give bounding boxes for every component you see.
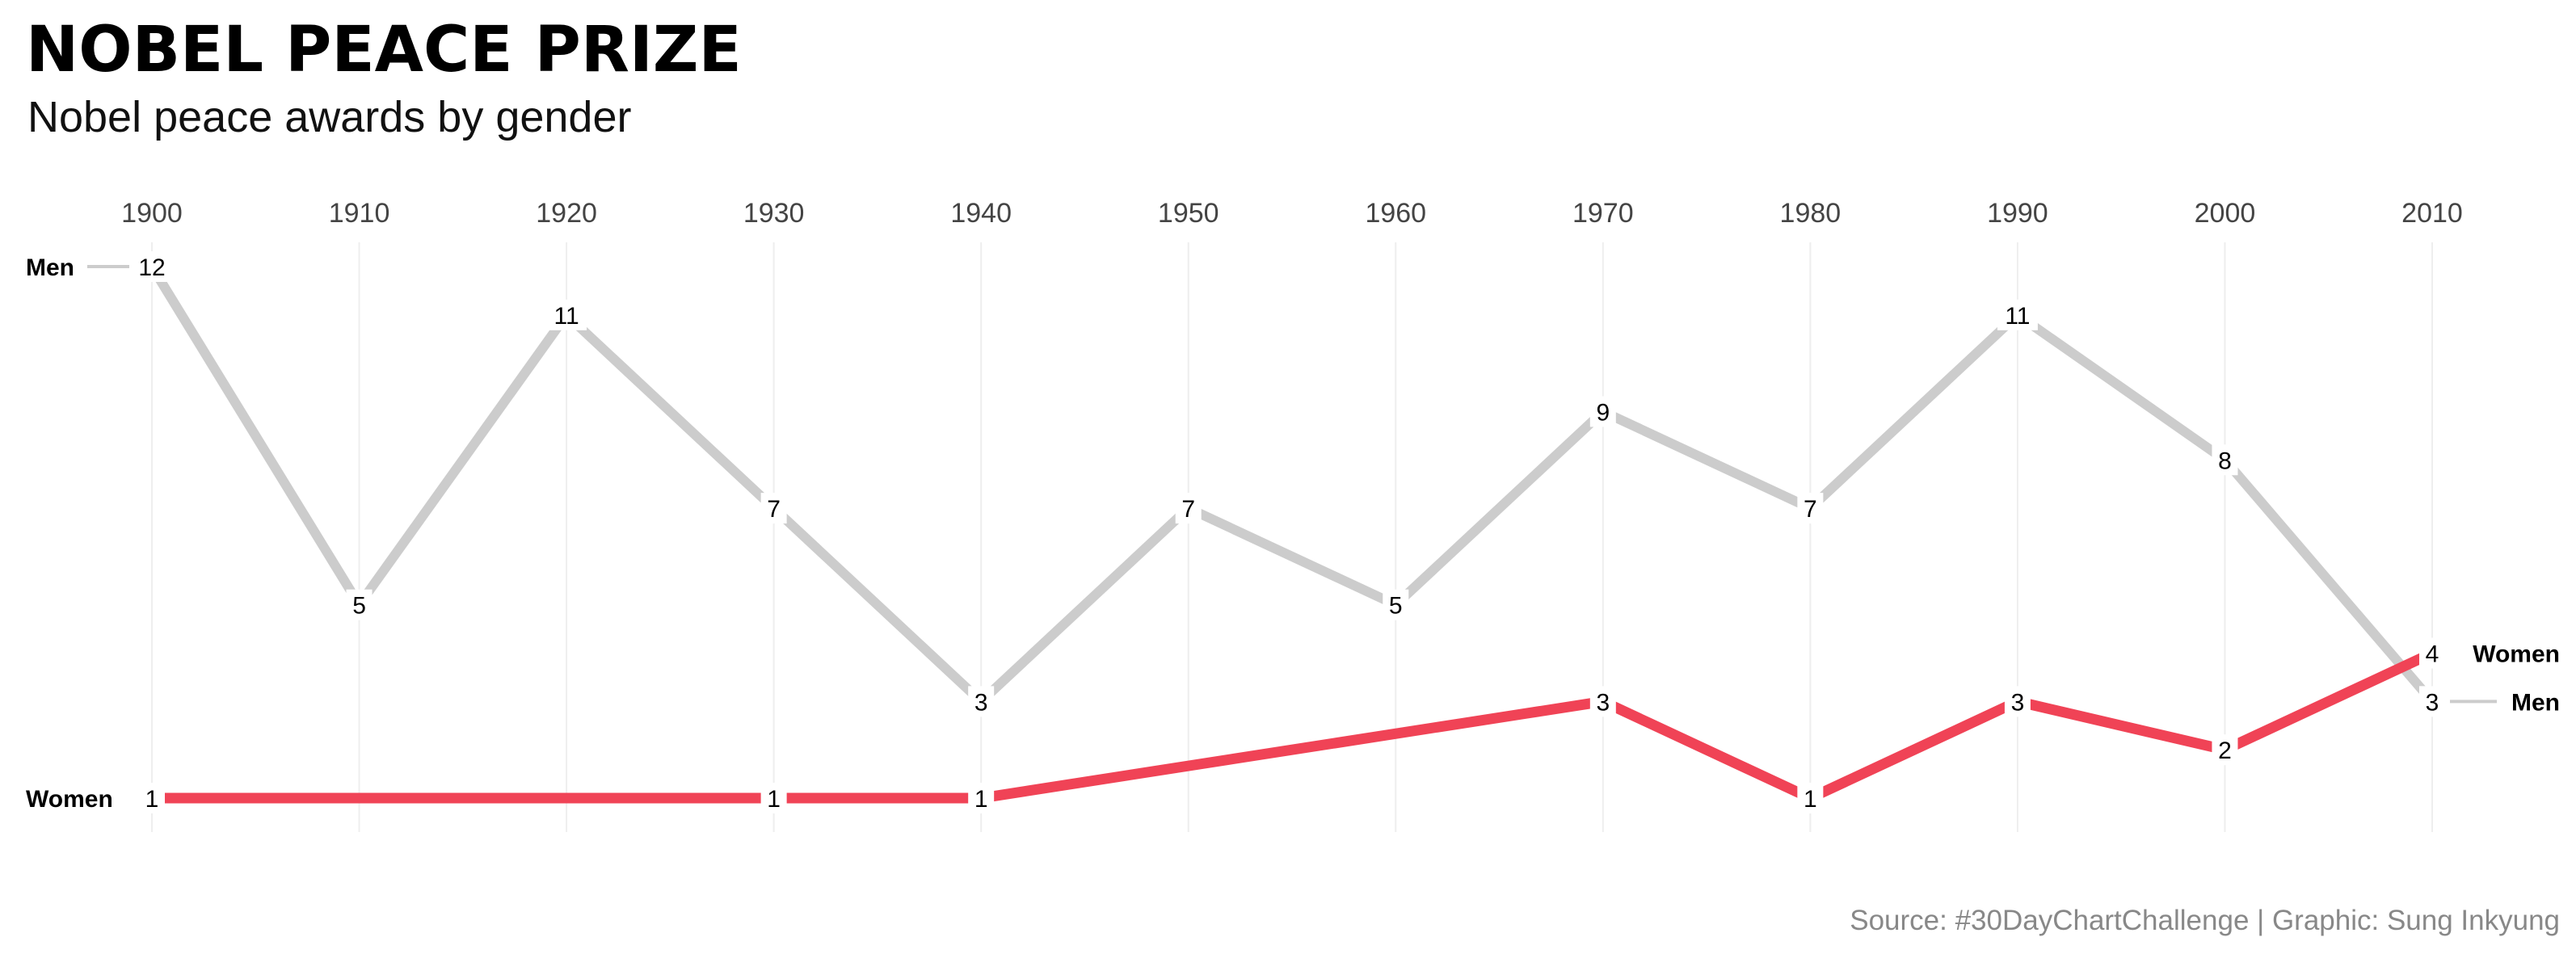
data-label-men-1950: 7 [1181, 496, 1195, 523]
x-axis-ticks: 1900 1910 1920 1930 1940 1950 1960 1970 1980 1990… [121, 198, 2463, 229]
data-label-men-1930: 7 [767, 496, 781, 523]
data-label-women-1990: 3 [2011, 689, 2025, 716]
data-label-men-1900: 12 [138, 254, 165, 281]
data-label-women-1970: 3 [1596, 689, 1610, 716]
data-label-men-1940: 3 [974, 689, 988, 716]
gridlines [151, 242, 2433, 832]
data-label-men-1910: 5 [352, 593, 366, 620]
series-label-men-end: Men [2511, 689, 2560, 716]
data-label-men-2010: 3 [2426, 689, 2439, 716]
x-tick-label-1950: 1950 [1158, 198, 1219, 229]
x-tick-label-1970: 1970 [1572, 198, 1634, 229]
series-lines [87, 263, 2497, 805]
x-tick-label-2000: 2000 [2195, 198, 2256, 229]
data-label-women-1940: 1 [974, 786, 988, 813]
x-tick-label-1920: 1920 [536, 198, 597, 229]
x-tick-label-1900: 1900 [121, 198, 183, 229]
series-line-men [147, 263, 2436, 708]
series-label-men-start: Men [26, 254, 74, 281]
data-label-women-1980: 1 [1804, 786, 1817, 813]
x-tick-label-1930: 1930 [743, 198, 805, 229]
data-label-bg-men-1950 [1175, 493, 1202, 524]
x-tick-label-1910: 1910 [329, 198, 390, 229]
data-label-men-1960: 5 [1389, 593, 1403, 620]
data-label-bg-women-1970 [1589, 686, 1616, 717]
series-label-women-start: Women [26, 786, 113, 813]
data-label-bg-women-1900 [139, 783, 165, 813]
data-label-bg-men-2010 [2419, 686, 2445, 717]
data-label-bg-men-1980 [1797, 493, 1824, 524]
x-tick-label-2010: 2010 [2401, 198, 2463, 229]
data-label-bg-men-1930 [760, 493, 787, 524]
data-label-women-1930: 1 [767, 786, 781, 813]
data-label-bg-men-1990 [1997, 299, 2038, 330]
x-tick-label-1990: 1990 [1987, 198, 2048, 229]
data-label-bg-men-2000 [2212, 444, 2238, 476]
x-tick-label-1940: 1940 [950, 198, 1012, 229]
data-label-bg-men-1920 [546, 299, 587, 330]
data-label-bg-women-1930 [760, 783, 787, 813]
series-label-women-end: Women [2473, 641, 2560, 668]
data-label-bg-men-1960 [1383, 589, 1409, 620]
x-tick-label-1980: 1980 [1780, 198, 1842, 229]
data-label-bg-men-1970 [1589, 396, 1616, 427]
data-label-bg-men-1900 [132, 251, 172, 282]
data-label-bg-women-1940 [968, 783, 995, 813]
data-label-women-2000: 2 [2218, 738, 2232, 764]
series-line-women [152, 648, 2435, 805]
chart-title: NOBEL PEACE PRIZE [26, 14, 742, 86]
data-label-men-1920: 11 [554, 303, 579, 330]
source-caption: Source: #30DayChartChallenge | Graphic: … [1850, 905, 2560, 936]
data-label-bg-women-1980 [1797, 783, 1824, 813]
data-label-men-2000: 8 [2218, 448, 2232, 474]
data-label-men-1990: 11 [2005, 303, 2030, 330]
series-labels: Men Women Women Men [26, 254, 2560, 813]
x-tick-label-1960: 1960 [1365, 198, 1426, 229]
chart-subtitle: Nobel peace awards by gender [27, 93, 632, 141]
data-label-bg-men-1940 [968, 686, 995, 717]
data-label-bg-women-2000 [2212, 734, 2238, 766]
data-label-men-1980: 7 [1804, 496, 1817, 523]
data-label-bg-women-1990 [2004, 686, 2031, 717]
data-label-women-2010: 4 [2426, 641, 2439, 668]
data-label-bg-men-1910 [346, 589, 373, 620]
data-label-women-1900: 1 [145, 786, 159, 813]
data-label-bg-women-2010 [2419, 637, 2445, 669]
data-label-men-1970: 9 [1596, 399, 1610, 426]
